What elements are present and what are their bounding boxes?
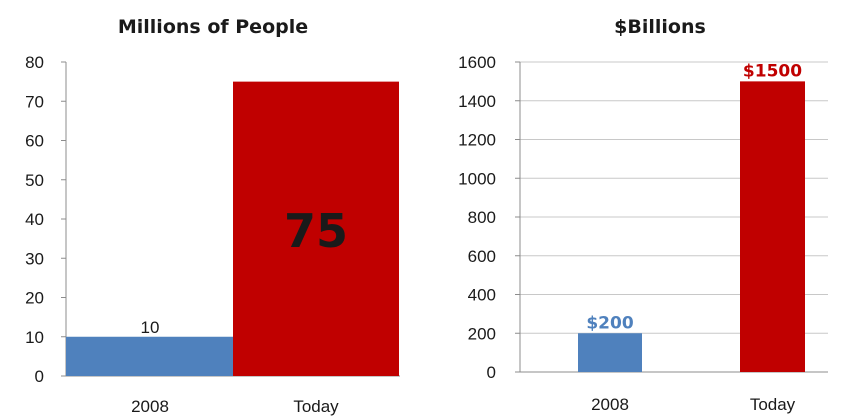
chart-svg: $Billions 0 200 400 600 800 1000 1200 1400 1600 $… — [458, 16, 828, 414]
y-tick-label: 600 — [468, 247, 496, 266]
y-tick-label: 70 — [25, 92, 44, 111]
x-category-label: 2008 — [131, 397, 169, 416]
y-tick-label: 800 — [468, 208, 496, 227]
y-tick-label: 60 — [25, 132, 44, 151]
chart-title: Millions of People — [118, 16, 308, 38]
x-category-label: 2008 — [591, 395, 629, 414]
y-tick-label: 0 — [35, 367, 44, 386]
y-tick-label: 30 — [25, 249, 44, 268]
y-tick-label: 200 — [468, 324, 496, 343]
data-label: 10 — [141, 318, 160, 337]
bar-2008 — [578, 333, 642, 372]
bar-today — [233, 81, 399, 376]
y-tick-label: 40 — [25, 210, 44, 229]
bar-today — [740, 81, 805, 372]
y-tick-label: 1200 — [458, 131, 496, 150]
chart-millions-of-people: Millions of People 0 10 20 30 40 50 60 70 80 10 20… — [25, 16, 400, 416]
data-label: 75 — [284, 204, 348, 258]
y-tick-label: 80 — [25, 53, 44, 72]
y-tick-label: 20 — [25, 289, 44, 308]
y-tick-label: 50 — [25, 171, 44, 190]
data-label: $1500 — [743, 61, 802, 81]
data-label: $200 — [586, 313, 633, 333]
y-tick-label: 1400 — [458, 92, 496, 111]
chart-billions: $Billions 0 200 400 600 800 1000 1200 1400 1600 $… — [425, 0, 850, 416]
y-tick-label: 1600 — [458, 53, 496, 72]
chart-svg: Millions of People 0 10 20 30 40 50 60 70 80 10 20… — [25, 16, 400, 416]
chart-title: $Billions — [614, 16, 706, 38]
bar-2008 — [66, 336, 234, 376]
y-tick-label: 0 — [487, 363, 496, 382]
y-tick-label: 400 — [468, 286, 496, 305]
x-category-label: Today — [293, 397, 339, 416]
y-tick-label: 10 — [25, 328, 44, 347]
y-tick-label: 1000 — [458, 169, 496, 188]
x-category-label: Today — [750, 395, 796, 414]
